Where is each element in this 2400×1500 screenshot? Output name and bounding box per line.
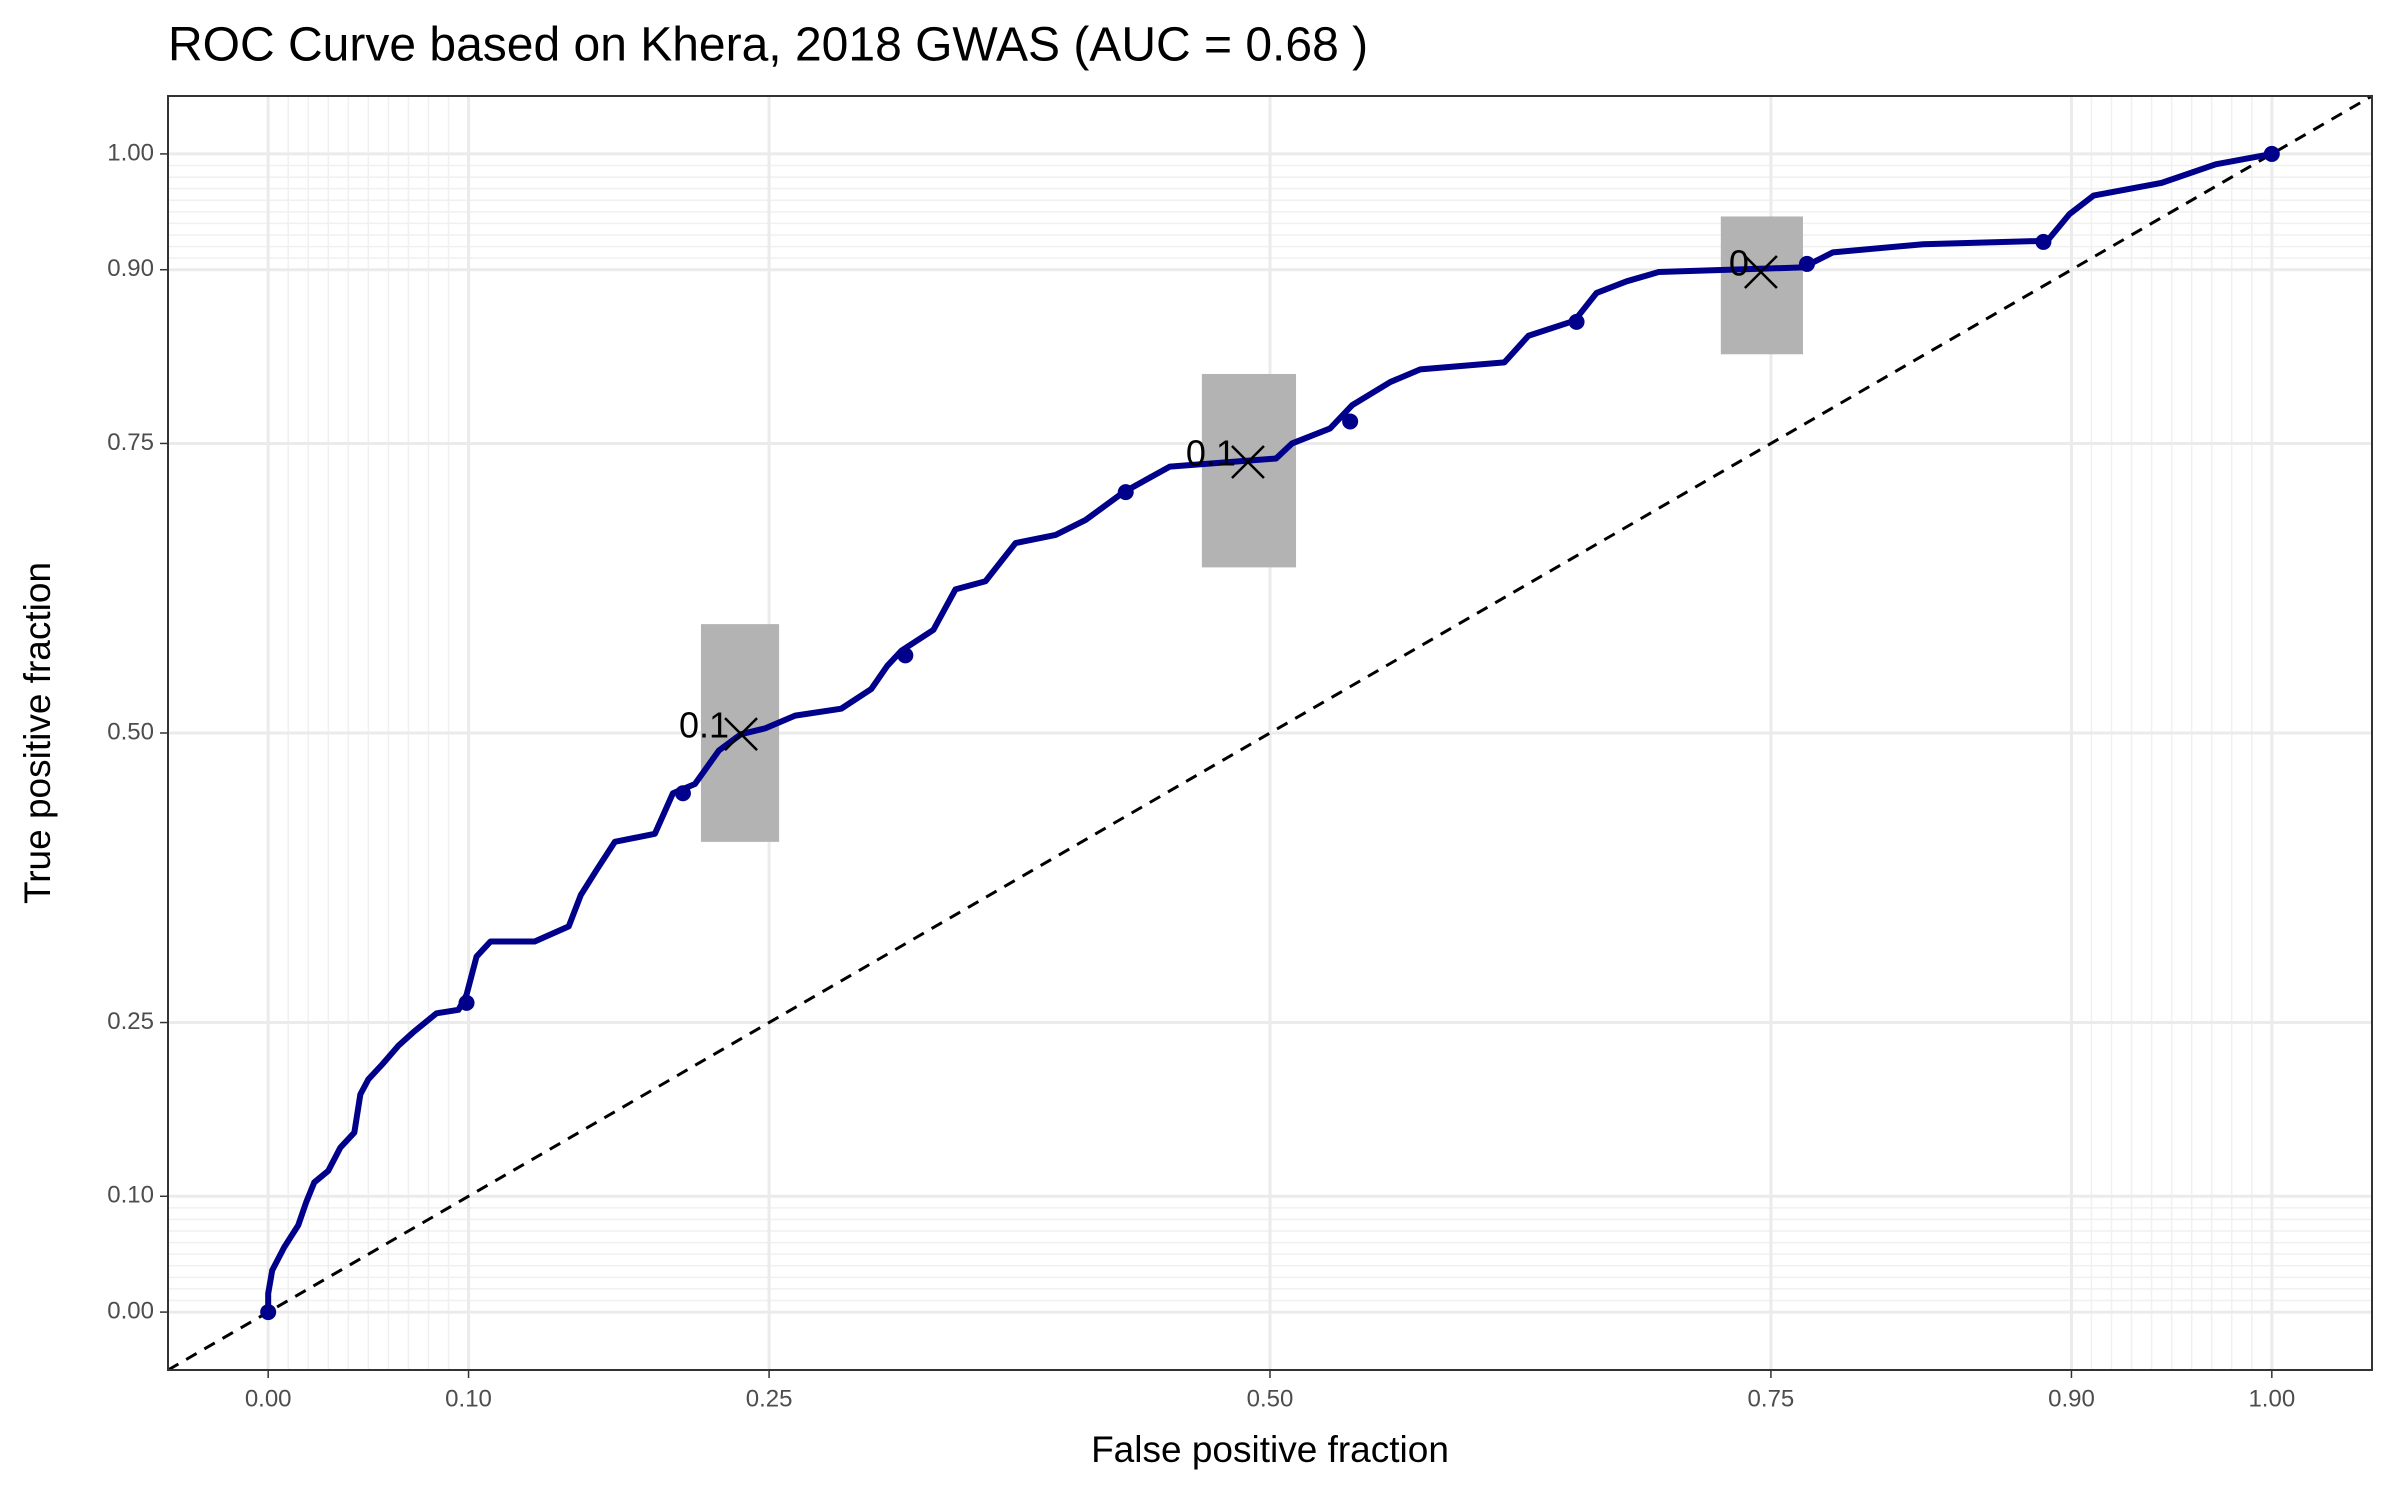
cutoff-point — [674, 785, 691, 802]
cutoff-marker — [724, 717, 758, 752]
y-tick-label: 0.25 — [107, 1008, 154, 1035]
x-axis-title: False positive fraction — [1091, 1429, 1449, 1470]
cutoff-point — [2263, 145, 2280, 162]
cutoff-point — [1342, 413, 1359, 430]
confidence-box — [1201, 373, 1297, 568]
cutoff-label: 0.1 — [1186, 433, 1236, 474]
cutoff-point — [1117, 484, 1134, 501]
roc-curve — [265, 150, 2273, 1313]
x-tick-label: 0.50 — [1247, 1385, 1294, 1412]
cutoff-point — [897, 647, 914, 664]
cutoff-marker — [1744, 255, 1778, 289]
y-tick-label: 0.00 — [107, 1297, 154, 1324]
y-tick-label: 0.75 — [107, 429, 154, 456]
y-tick-label: 1.00 — [107, 139, 154, 166]
cutoff-point — [2035, 233, 2052, 250]
cutoff-label: 0 — [1729, 243, 1749, 284]
cutoff-marker — [1231, 445, 1265, 479]
x-tick-label: 0.75 — [1748, 1385, 1795, 1412]
x-tick-label: 1.00 — [2248, 1385, 2295, 1412]
x-tick-label: 0.25 — [746, 1385, 793, 1412]
x-tick-label: 0.10 — [445, 1385, 492, 1412]
cutoff-point — [1568, 313, 1585, 330]
y-tick-label: 0.10 — [107, 1182, 154, 1209]
cutoff-point — [458, 994, 475, 1011]
confidence-box — [1720, 216, 1803, 355]
y-tick-label: 0.90 — [107, 255, 154, 282]
x-tick-label: 0.90 — [2048, 1385, 2095, 1412]
cutoff-point — [260, 1304, 277, 1321]
x-tick-label: 0.00 — [245, 1385, 292, 1412]
y-tick-label: 0.50 — [107, 718, 154, 745]
reference-diagonal — [167, 94, 2373, 1372]
cutoff-point — [1798, 255, 1815, 272]
panel-border — [167, 95, 2373, 1371]
chart-title: ROC Curve based on Khera, 2018 GWAS (AUC… — [168, 19, 1368, 72]
cutoff-label: 0.1 — [679, 705, 729, 746]
y-axis-title: True positive fraction — [17, 562, 58, 904]
